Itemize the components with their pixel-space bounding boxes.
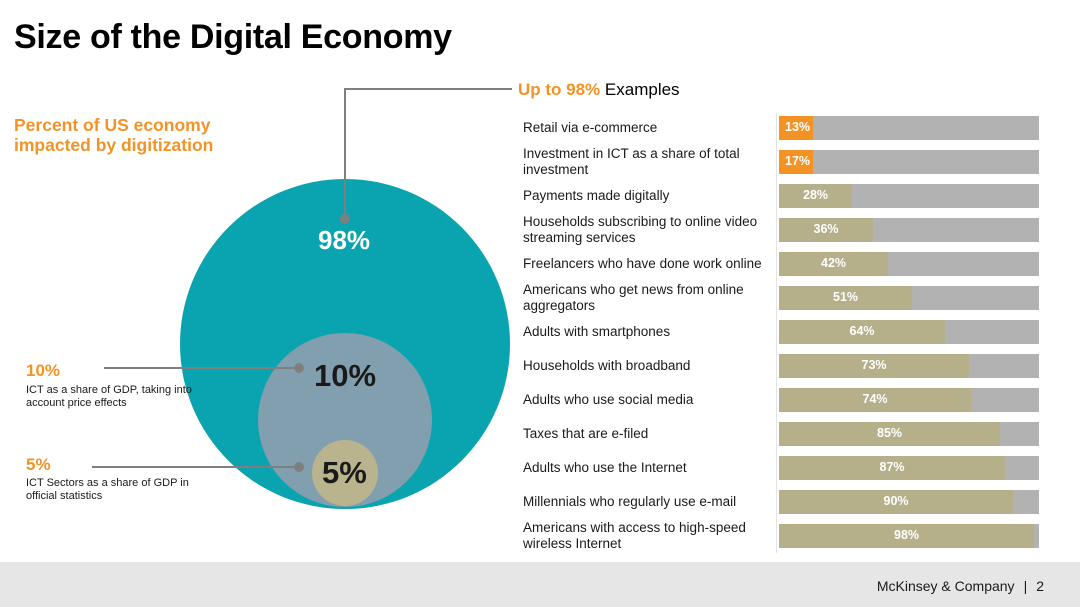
- examples-header-rest: Examples: [600, 80, 680, 99]
- bar: [779, 184, 852, 208]
- bar-track: 28%: [779, 184, 1039, 208]
- bar-track: 17%: [779, 150, 1039, 174]
- bar-track: 74%: [779, 388, 1039, 412]
- bar: [779, 116, 813, 140]
- bar-value-label: 51%: [833, 290, 859, 304]
- footer-separator: |: [1023, 578, 1028, 594]
- bar-label: Americans with access to high-speed wire…: [523, 519, 746, 552]
- bar-label: Taxes that are e-filed: [523, 425, 649, 441]
- bar-label: Households with broadband: [523, 357, 691, 373]
- footer-text: McKinsey & Company | 2: [877, 578, 1044, 594]
- bubble-diagram: [92, 88, 512, 509]
- bar-value-label: 85%: [877, 426, 903, 440]
- bar-label: Adults with smartphones: [523, 323, 671, 339]
- bar: [779, 252, 888, 276]
- bar-value-label: 74%: [862, 392, 888, 406]
- bar-track: 64%: [779, 320, 1039, 344]
- bar-value-label: 90%: [883, 494, 909, 508]
- leader-dot-10: [294, 363, 304, 373]
- leader-line-98: [344, 88, 512, 218]
- callout-10-percent: 10%: [26, 361, 61, 380]
- bar: [779, 422, 1000, 446]
- callout-5-percent: 5%: [26, 455, 51, 474]
- bar-value-label: 87%: [879, 460, 905, 474]
- footer: McKinsey & Company | 2: [0, 562, 1080, 607]
- bar: [779, 320, 945, 344]
- bar: [779, 456, 1005, 480]
- outer-bubble-label: 98%: [318, 225, 371, 255]
- examples-header: Up to 98% Examples: [518, 80, 680, 100]
- leader-dot-5: [294, 462, 304, 472]
- bar-label: Millennials who regularly use e-mail: [523, 493, 737, 509]
- bar-track: 85%: [779, 422, 1039, 446]
- middle-bubble-label: 10%: [314, 358, 377, 393]
- footer-page-number: 2: [1036, 578, 1044, 594]
- callout-10-text: ICT as a share of GDP, taking into accou…: [26, 384, 192, 409]
- examples-header-highlight: Up to 98%: [518, 80, 601, 99]
- divider-line: [776, 113, 777, 553]
- bar-label: Households subscribing to online video s…: [523, 213, 758, 246]
- bar-track: 42%: [779, 252, 1039, 276]
- chart-subtitle: Percent of US economy impacted by digiti…: [14, 115, 213, 155]
- bar-label: Americans who get news from online aggre…: [523, 281, 744, 314]
- bar-track: 73%: [779, 354, 1039, 378]
- subtitle-line-1: Percent of US economy: [14, 115, 211, 135]
- bar-label: Investment in ICT as a share of total in…: [523, 145, 740, 178]
- bar: [779, 524, 1034, 548]
- footer-company: McKinsey & Company: [876, 578, 1015, 594]
- bar-value-label: 42%: [821, 256, 847, 270]
- bar-value-label: 98%: [894, 528, 920, 542]
- inner-bubble-label: 5%: [322, 455, 367, 490]
- bar-track: 87%: [779, 456, 1039, 480]
- bar: [779, 388, 971, 412]
- bar-track: 36%: [779, 218, 1039, 242]
- bar: [779, 286, 912, 310]
- page-title: Size of the Digital Economy: [14, 18, 452, 56]
- subtitle-line-2: impacted by digitization: [14, 135, 214, 155]
- bar-label: Freelancers who have done work online: [523, 255, 762, 271]
- bar-track: 90%: [779, 490, 1039, 514]
- bar-value-label: 73%: [861, 358, 887, 372]
- bar-track: 13%: [779, 116, 1039, 140]
- bar-value-label: 28%: [803, 188, 829, 202]
- bar: [779, 218, 873, 242]
- leader-dot-98: [340, 214, 350, 224]
- callout-5-text: ICT Sectors as a share of GDP in officia…: [26, 477, 189, 502]
- bar-track: 51%: [779, 286, 1039, 310]
- bar-label: Retail via e-commerce: [523, 119, 658, 135]
- bar-label: Payments made digitally: [523, 187, 670, 203]
- bar-label: Adults who use social media: [523, 391, 694, 407]
- bar: [779, 490, 1013, 514]
- bar: [779, 150, 813, 174]
- bar-value-label: 64%: [849, 324, 875, 338]
- bar-label: Adults who use the Internet: [523, 459, 687, 475]
- bar-value-label: 13%: [785, 120, 811, 134]
- inner-bubble-5: [312, 440, 378, 506]
- bar: [779, 354, 969, 378]
- bar-value-label: 36%: [813, 222, 839, 236]
- bar-track: 98%: [779, 524, 1039, 548]
- bar-value-label: 17%: [785, 154, 811, 168]
